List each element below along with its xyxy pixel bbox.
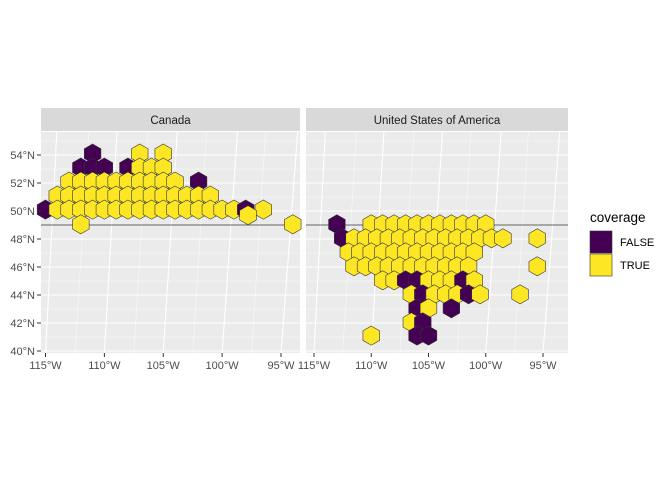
- major-gridline-lon-canada: [280, 131, 299, 354]
- legend-key-true: [589, 253, 613, 277]
- y-tick-label: 54°N: [10, 150, 35, 162]
- y-tick-label: 40°N: [10, 346, 35, 358]
- y-tick-label: 52°N: [10, 178, 35, 190]
- hex-covered: [471, 284, 489, 305]
- major-gridline-lon-usa: [313, 131, 326, 354]
- x-tick-label: 105°W: [147, 360, 181, 372]
- hexes-canada: [36, 143, 302, 235]
- legend: coverage FALSE TRUE: [589, 210, 654, 277]
- panel-canada: Canada 115°W 110°W 105°W 100°W 95°W: [29, 108, 325, 372]
- y-tick-label: 42°N: [10, 318, 35, 330]
- strip-label-usa: United States of America: [374, 115, 501, 127]
- x-ticks-usa: 115°W 110°W 105°W 100°W 95°W: [298, 353, 557, 372]
- major-gridline-lon-usa: [542, 131, 561, 354]
- hex-covered: [284, 214, 302, 235]
- x-tick-label: 110°W: [355, 360, 388, 372]
- x-tick-label: 100°W: [469, 360, 503, 372]
- hex-covered: [362, 325, 380, 346]
- x-tick-label: 115°W: [29, 360, 62, 372]
- x-tick-label: 115°W: [298, 360, 331, 372]
- hex-covered: [528, 228, 546, 249]
- legend-title: coverage: [590, 210, 646, 225]
- x-tick-label: 105°W: [412, 360, 446, 372]
- y-tick-label: 50°N: [10, 206, 35, 218]
- hex-covered: [254, 199, 272, 220]
- panel-usa: United States of America 115°W 110°W 105°W…: [298, 108, 586, 372]
- hexes-usa: [328, 214, 546, 346]
- hex-covered: [494, 228, 512, 249]
- major-gridline-lon-canada: [162, 131, 178, 354]
- strip-canada: [41, 108, 300, 131]
- hex-uncovered: [442, 298, 461, 319]
- hex-covered: [72, 214, 90, 235]
- x-tick-label: 95°W: [529, 360, 557, 372]
- legend-label-false: FALSE: [620, 237, 654, 249]
- legend-key-false: [589, 230, 613, 254]
- y-axis: 54°N 52°N 50°N 48°N 46°N 44°N 42°N 40°N: [10, 150, 41, 358]
- minor-gridline-lon-usa: [571, 131, 586, 354]
- x-ticks-canada: 115°W 110°W 105°W 100°W 95°W: [29, 353, 295, 372]
- y-tick-label: 48°N: [10, 234, 35, 246]
- strip-label-canada: Canada: [150, 115, 191, 127]
- major-gridline-lon-canada: [103, 131, 118, 354]
- hex-covered: [511, 284, 529, 305]
- major-gridline-lon-canada: [221, 131, 239, 354]
- x-tick-label: 110°W: [88, 360, 121, 372]
- hex-uncovered: [419, 325, 438, 346]
- minor-gridline-lon-canada: [192, 131, 207, 354]
- hex-covered: [239, 205, 257, 226]
- hex-covered: [528, 256, 546, 277]
- x-tick-label: 95°W: [267, 360, 295, 372]
- legend-label-true: TRUE: [620, 260, 650, 272]
- minor-gridline-lon-usa: [514, 131, 529, 354]
- major-gridline-lon-canada: [44, 131, 58, 354]
- strip-usa: [306, 108, 568, 131]
- y-tick-label: 46°N: [10, 262, 35, 274]
- minor-gridline-lon-canada: [251, 131, 266, 354]
- x-tick-label: 100°W: [206, 360, 240, 372]
- y-tick-label: 44°N: [10, 290, 35, 302]
